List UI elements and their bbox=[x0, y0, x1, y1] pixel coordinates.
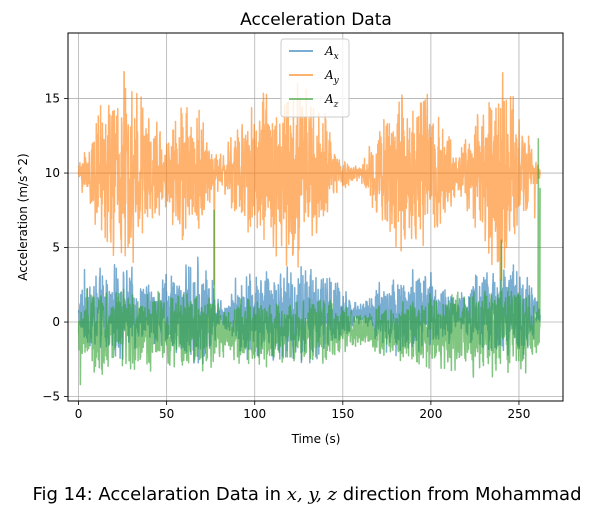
x-tick-label: 0 bbox=[75, 407, 83, 421]
series-line-y bbox=[77, 70, 541, 286]
x-tick-label: 250 bbox=[508, 407, 531, 421]
y-tick-label: 15 bbox=[45, 92, 60, 106]
figure-caption: Fig 14: Accelaration Data in x, y, z dir… bbox=[0, 484, 614, 505]
plot-frame bbox=[67, 32, 564, 402]
x-tick-label: 150 bbox=[331, 407, 354, 421]
x-tick-label: 200 bbox=[419, 407, 442, 421]
acceleration-chart: Acceleration Data 0 50 100 150 200 250 −5 0 5 10 1… bbox=[16, 10, 564, 446]
caption-suffix: direction from Mohammad bbox=[337, 484, 582, 505]
axis-ticks: 0 50 100 150 200 250 −5 0 5 10 15 bbox=[42, 92, 530, 421]
legend-label-y: Ay bbox=[324, 68, 340, 86]
x-tick-label: 50 bbox=[159, 407, 174, 421]
legend: Ax Ay Az bbox=[280, 38, 350, 118]
legend-label-z: Az bbox=[324, 92, 339, 110]
y-axis-label: Acceleration (m/s^2) bbox=[16, 153, 30, 280]
caption-prefix: Fig 14: Accelaration Data in bbox=[32, 484, 287, 505]
legend-label-x: Ax bbox=[324, 44, 339, 62]
y-tick-label: −5 bbox=[42, 390, 60, 404]
legend-box bbox=[280, 38, 350, 118]
data-series bbox=[77, 70, 541, 386]
caption-variables: x, y, z bbox=[286, 484, 338, 505]
y-tick-label: 10 bbox=[45, 166, 60, 180]
x-axis-label: Time (s) bbox=[291, 432, 341, 446]
chart-title: Acceleration Data bbox=[240, 10, 392, 30]
y-tick-label: 0 bbox=[52, 315, 60, 329]
y-tick-label: 5 bbox=[52, 241, 60, 255]
x-tick-label: 100 bbox=[243, 407, 266, 421]
series-line-z bbox=[77, 138, 541, 386]
